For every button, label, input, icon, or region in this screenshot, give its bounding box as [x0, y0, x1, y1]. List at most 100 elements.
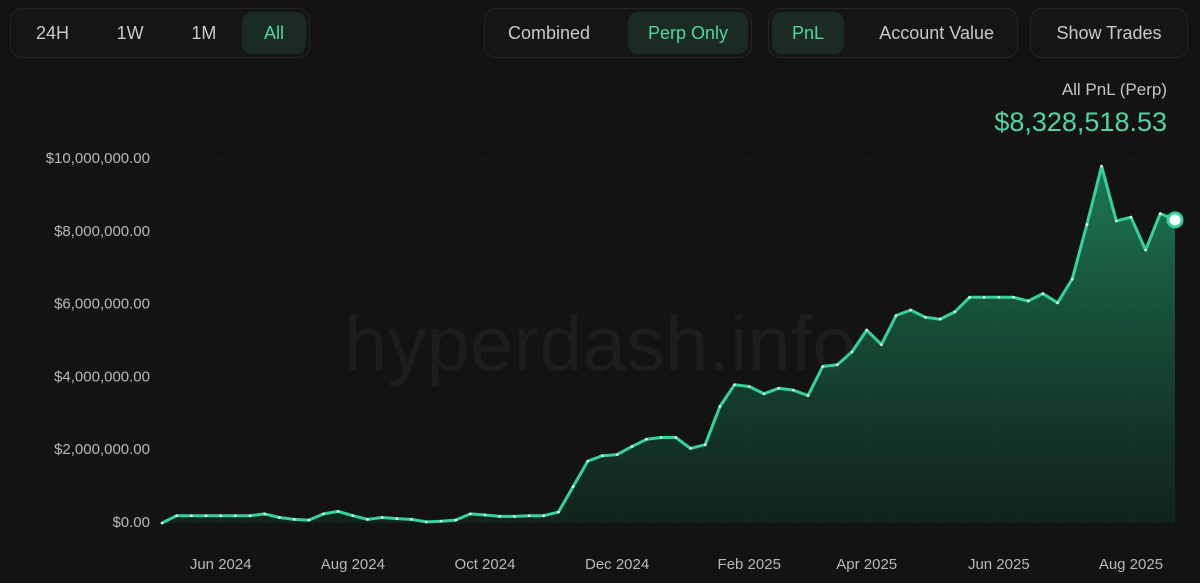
button[interactable]: Show Trades: [1056, 22, 1162, 43]
point: [527, 514, 531, 518]
point: [557, 510, 560, 514]
point: [806, 394, 810, 397]
point: [1100, 164, 1103, 168]
x-tick-label: Apr 2025: [836, 556, 897, 573]
point: [219, 514, 223, 518]
point: [542, 514, 546, 518]
x-tick-label: Jun 2024: [190, 556, 252, 573]
point: [718, 405, 722, 408]
point: [659, 436, 663, 439]
point: [336, 510, 340, 513]
point: [366, 518, 369, 521]
point: [865, 328, 868, 332]
point: [762, 392, 766, 396]
x-tick-label: Aug 2025: [1099, 556, 1163, 573]
point: [1041, 292, 1045, 295]
button-group: Combined Perp Only: [484, 8, 752, 58]
button[interactable]: All: [241, 12, 306, 54]
point: [175, 514, 178, 518]
point: [1026, 299, 1030, 303]
point: [909, 308, 913, 312]
y-tick-label: $10,000,000.00: [46, 150, 150, 167]
point: [439, 519, 443, 523]
point: [1085, 223, 1089, 226]
point: [1056, 301, 1059, 305]
point: [791, 388, 795, 392]
point: [689, 447, 692, 450]
y-tick-label: $4,000,000.00: [54, 368, 150, 385]
point: [571, 485, 575, 488]
header-label: All PnL (Perp): [1061, 80, 1167, 99]
point: [380, 516, 384, 519]
button[interactable]: 24H: [36, 22, 70, 43]
line: [161, 164, 1176, 525]
point: [1159, 212, 1162, 215]
point: [880, 343, 883, 346]
button[interactable]: Account Value: [879, 22, 994, 43]
y-tick-label: $8,000,000.00: [54, 223, 150, 240]
point: [454, 518, 457, 522]
point: [703, 443, 707, 447]
header-value: $8,328,518.53: [994, 107, 1167, 137]
point: [395, 517, 399, 520]
point: [1114, 219, 1118, 223]
point: [234, 514, 237, 518]
point: [601, 454, 604, 457]
point: [513, 515, 516, 518]
point: [953, 310, 957, 314]
x-tick-label: Feb 2025: [718, 556, 781, 573]
button[interactable]: Perp Only: [627, 12, 748, 54]
button[interactable]: 1W: [116, 22, 144, 43]
point: [924, 316, 927, 319]
button-group: PnL Account Value: [768, 8, 1018, 58]
point: [469, 512, 472, 516]
point: [630, 445, 634, 448]
point: [615, 453, 619, 456]
point: [836, 363, 839, 366]
point: [1070, 277, 1074, 281]
last-point: [1166, 211, 1184, 229]
point: [894, 314, 898, 317]
point: [322, 512, 325, 516]
button[interactable]: 1M: [191, 22, 217, 43]
point: [190, 514, 193, 518]
point: [424, 520, 428, 524]
point: [292, 518, 296, 521]
y-tick-label: $0.00: [112, 514, 150, 531]
y-tick-label: $6,000,000.00: [54, 296, 150, 313]
button[interactable]: Combined: [508, 22, 591, 43]
point: [968, 296, 971, 299]
point: [586, 459, 590, 463]
watermark: hyperdash.info: [344, 300, 856, 388]
point: [938, 317, 942, 321]
point: [410, 518, 413, 521]
point: [997, 296, 1001, 299]
area: [162, 166, 1175, 524]
point: [160, 521, 164, 525]
point: [351, 514, 355, 518]
x-tick-label: Dec 2024: [585, 556, 649, 573]
button-group: Show Trades: [1030, 8, 1188, 58]
y-tick-label: $2,000,000.00: [54, 441, 150, 458]
x-tick-label: Oct 2024: [455, 556, 516, 573]
point: [982, 296, 986, 299]
point: [777, 387, 780, 390]
button-group: 24H 1W 1M All: [10, 8, 310, 58]
point: [747, 385, 751, 388]
x-tick-label: Aug 2024: [321, 556, 385, 573]
button[interactable]: PnL: [772, 12, 845, 54]
point: [248, 514, 252, 518]
x-tick-label: Jun 2025: [968, 556, 1030, 573]
point: [645, 437, 648, 441]
point: [733, 383, 736, 386]
point: [498, 515, 501, 518]
point: [1012, 296, 1015, 299]
point: [204, 514, 208, 518]
point: [821, 365, 824, 368]
point: [307, 518, 311, 522]
point: [674, 436, 678, 439]
point: [850, 350, 854, 354]
point: [1144, 248, 1147, 252]
